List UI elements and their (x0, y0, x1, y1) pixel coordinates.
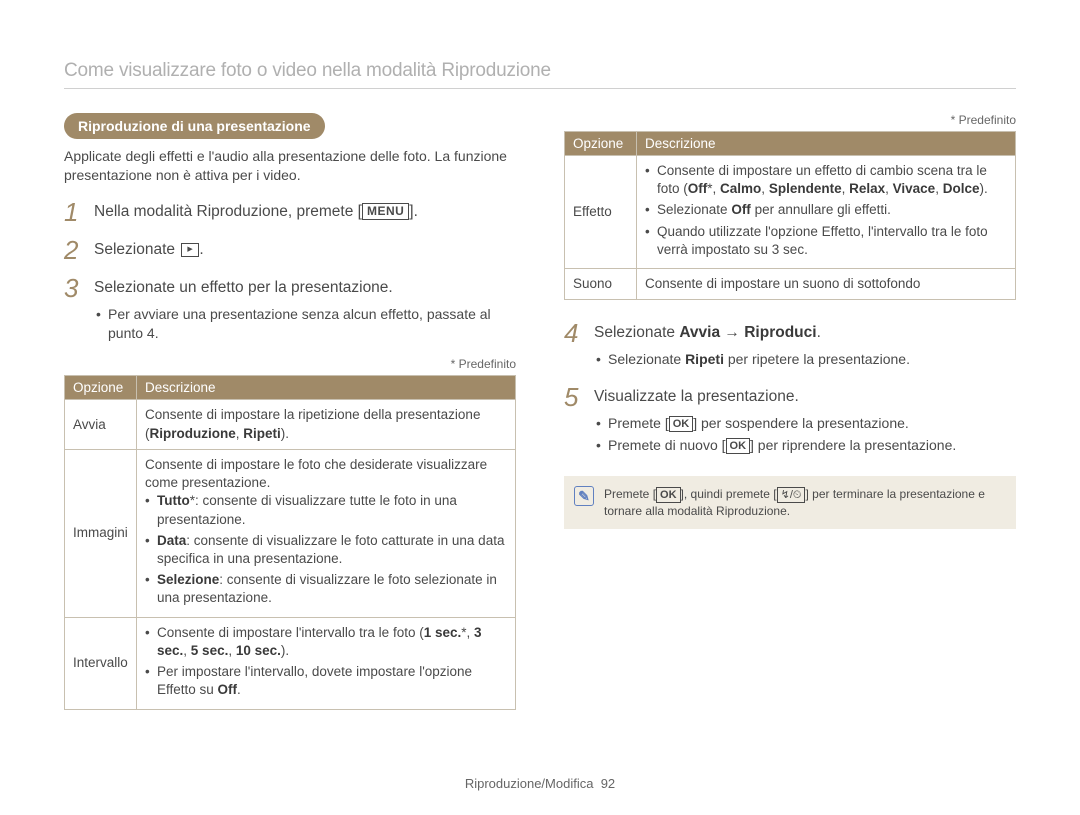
left-column: Riproduzione di una presentazione Applic… (64, 113, 516, 710)
step-bullet: Per avviare una presentazione senza alcu… (94, 305, 516, 343)
table-row: IntervalloConsente di impostare l'interv… (65, 617, 516, 709)
th-option: Opzione (565, 132, 637, 156)
step-text: Selezionate Avvia → Riproduci. (594, 324, 821, 341)
step-number: 4 (564, 320, 584, 372)
options-table-right: Opzione Descrizione EffettoConsente di i… (564, 131, 1016, 300)
description-cell: Consente di impostare la ripetizione del… (137, 400, 516, 449)
option-cell: Intervallo (65, 617, 137, 709)
info-note: ✎ Premete [OK], quindi premete [↯/⏲] per… (564, 476, 1016, 529)
predefined-note: * Predefinito (564, 113, 1016, 127)
section-pill: Riproduzione di una presentazione (64, 113, 325, 139)
footer-section: Riproduzione/Modifica (465, 776, 594, 791)
table-row: AvviaConsente di impostare la ripetizion… (65, 400, 516, 449)
ok-button-icon: OK (726, 438, 751, 454)
page-header: Come visualizzare foto o video nella mod… (64, 60, 1016, 89)
menu-button-icon: MENU (362, 203, 409, 221)
ok-button-icon: OK (669, 416, 694, 432)
table-row: ImmaginiConsente di impostare le foto ch… (65, 449, 516, 617)
step-1: 1 Nella modalità Riproduzione, premete [… (64, 199, 516, 225)
step-number: 1 (64, 199, 84, 225)
step-3: 3 Selezionate un effetto per la presenta… (64, 275, 516, 346)
description-cell: Consente di impostare le foto che deside… (137, 449, 516, 617)
step-number: 5 (564, 384, 584, 458)
predefined-note: * Predefinito (64, 357, 516, 371)
step-bullet: Premete di nuovo [OK] per riprendere la … (594, 436, 1016, 455)
step-text: Visualizzate la presentazione. (594, 388, 799, 405)
step-bullet: Premete [OK] per sospendere la presentaz… (594, 414, 1016, 433)
table-row: EffettoConsente di impostare un effetto … (565, 156, 1016, 269)
step-number: 2 (64, 237, 84, 263)
step-2: 2 Selezionate . (64, 237, 516, 263)
step-bullet: Selezionate Ripeti per ripetere la prese… (594, 350, 1016, 369)
step-text: Nella modalità Riproduzione, premete (94, 203, 358, 220)
step-text: Selezionate un effetto per la presentazi… (94, 279, 393, 296)
step-number: 3 (64, 275, 84, 346)
description-cell: Consente di impostare un suono di sottof… (637, 269, 1016, 300)
option-cell: Effetto (565, 156, 637, 269)
intro-text: Applicate degli effetti e l'audio alla p… (64, 147, 516, 185)
table-row: SuonoConsente di impostare un suono di s… (565, 269, 1016, 300)
description-cell: Consente di impostare l'intervallo tra l… (137, 617, 516, 709)
th-option: Opzione (65, 376, 137, 400)
content-columns: Riproduzione di una presentazione Applic… (64, 113, 1016, 710)
option-cell: Suono (565, 269, 637, 300)
options-table-left: Opzione Descrizione AvviaConsente di imp… (64, 375, 516, 709)
page-footer: Riproduzione/Modifica 92 (0, 776, 1080, 791)
info-icon: ✎ (574, 486, 594, 506)
step-5: 5 Visualizzate la presentazione. Premete… (564, 384, 1016, 458)
flash-timer-icon: ↯/⏲ (777, 487, 806, 503)
option-cell: Immagini (65, 449, 137, 617)
description-cell: Consente di impostare un effetto di camb… (637, 156, 1016, 269)
option-cell: Avvia (65, 400, 137, 449)
slideshow-icon (181, 243, 199, 257)
ok-button-icon: OK (656, 487, 681, 503)
th-description: Descrizione (637, 132, 1016, 156)
page-number: 92 (601, 776, 615, 791)
right-column: * Predefinito Opzione Descrizione Effett… (564, 113, 1016, 710)
step-text: Selezionate (94, 241, 179, 258)
step-4: 4 Selezionate Avvia → Riproduci. Selezio… (564, 320, 1016, 372)
th-description: Descrizione (137, 376, 516, 400)
note-text: Premete [OK], quindi premete [↯/⏲] per t… (604, 486, 1006, 519)
